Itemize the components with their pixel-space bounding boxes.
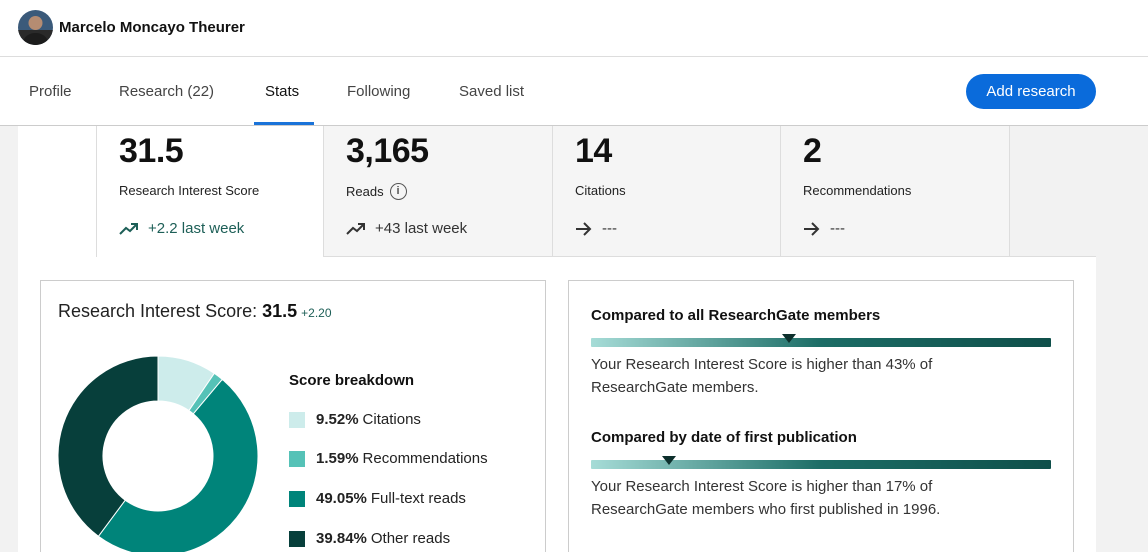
legend-swatch [289,490,305,507]
stat-label-text: Citations [575,183,626,198]
legend-label: Other reads [370,530,451,547]
donut-slice-other-reads [58,356,159,538]
stats-content: Research Interest Score: 31.5 +2.20 Score… [18,257,1096,552]
stat-label: Citations [575,183,626,198]
stat-value: 31.5 [119,132,184,170]
compare-date-bar [591,456,1051,469]
avatar[interactable] [18,10,53,45]
stat-label-text: Recommendations [803,183,912,198]
active-tab-indicator [254,122,314,125]
trending-up-icon [346,222,365,235]
tab-research[interactable]: Research (22) [119,83,215,100]
stat-trend-text: +2.2 last week [148,220,245,237]
stat-label: Reads i [346,183,407,200]
score-donut-chart [58,356,258,552]
compare-all-text: Your Research Interest Score is higher t… [591,356,933,396]
legend-percent: 9.52% [316,411,359,428]
legend-label: Citations [362,411,421,428]
arrow-right-icon [804,221,820,236]
stat-trend: --- [803,220,845,237]
stat-trend: --- [575,220,617,237]
legend-swatch [289,450,305,467]
stat-value: 3,165 [346,132,429,170]
percentile-marker-icon [662,456,677,465]
info-icon[interactable]: i [389,183,407,200]
tab-profile[interactable]: Profile [29,83,72,100]
score-card: Research Interest Score: 31.5 +2.20 Score… [40,280,546,552]
score-title: Research Interest Score: 31.5 +2.20 [58,301,332,322]
score-title-text: Research Interest Score: [58,301,258,321]
profile-nav: Profile Research (22) Stats Following Sa… [0,57,1148,126]
legend-swatch [289,530,305,547]
stat-trend-text: +43 last week [375,220,468,237]
comparison-card: Compared to all ResearchGate members You… [568,280,1074,552]
compare-date-text: Your Research Interest Score is higher t… [591,478,941,518]
stat-label-text: Research Interest Score [119,183,260,198]
legend-percent: 1.59% [316,450,359,467]
compare-all-heading: Compared to all ResearchGate members [591,307,881,324]
stat-card-recommendations[interactable]: 2 Recommendations --- [781,126,1010,257]
legend-percent: 49.05% [316,490,367,507]
stat-trend: +2.2 last week [119,220,244,237]
breakdown-title: Score breakdown [289,372,415,389]
user-name[interactable]: Marcelo Moncayo Theurer [59,19,245,36]
legend-label: Recommendations [362,450,488,467]
stat-label: Research Interest Score [119,183,259,198]
stat-label-text: Reads [346,184,384,199]
stat-card-reads[interactable]: 3,165 Reads i +43 last week [324,126,553,257]
stat-card-citations[interactable]: 14 Citations --- [553,126,781,257]
legend-item-recommendations: 1.59% Recommendations [289,450,488,467]
stats-left-spacer [18,126,96,257]
percentile-marker-icon [781,334,796,343]
add-research-button[interactable]: Add research [966,74,1096,109]
legend-item-other-reads: 39.84% Other reads [289,530,450,547]
legend-percent: 39.84% [316,530,367,547]
stats-right-spacer [1010,126,1096,257]
stat-label: Recommendations [803,183,911,198]
score-delta: +2.20 [301,306,332,320]
arrow-right-icon [576,221,592,236]
stat-value: 14 [575,132,612,170]
tab-saved-list[interactable]: Saved list [459,83,525,100]
tab-stats[interactable]: Stats [265,83,300,100]
tab-following[interactable]: Following [347,83,411,100]
stat-card-research-interest[interactable]: 31.5 Research Interest Score +2.2 last w… [96,126,324,258]
score-value: 31.5 [262,301,298,321]
trending-up-icon [119,222,138,235]
top-bar: Marcelo Moncayo Theurer [0,0,1148,57]
stat-trend-text: --- [830,220,845,237]
compare-date-heading: Compared by date of first publication [591,429,857,446]
legend-swatch [289,411,305,428]
donut-slice-full-text-reads [97,378,258,552]
legend-label: Full-text reads [370,490,466,507]
compare-all-bar [591,334,1051,347]
stat-trend: +43 last week [346,220,467,237]
legend-item-citations: 9.52% Citations [289,411,421,428]
stats-row: 31.5 Research Interest Score +2.2 last w… [18,126,1096,258]
stat-value: 2 [803,132,822,170]
legend-item-full-text-reads: 49.05% Full-text reads [289,490,466,507]
stat-trend-text: --- [602,220,617,237]
